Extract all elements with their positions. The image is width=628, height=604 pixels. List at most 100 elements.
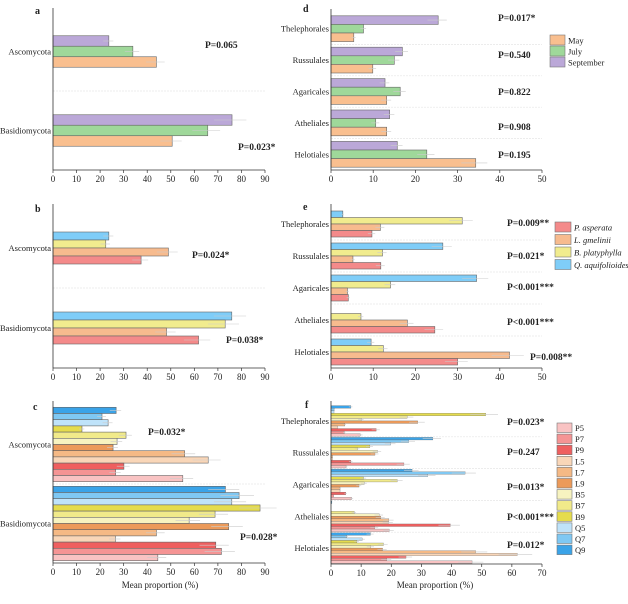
category-label: Thelephorales [281, 219, 329, 229]
p-value-label: P=0.065 [205, 41, 238, 51]
bar-atheliales-july [330, 118, 377, 128]
bar-ascomycota-l9 [52, 444, 114, 451]
category-label: Ascomycota [9, 47, 52, 57]
bar-thelephorales-p5 [330, 433, 361, 437]
x-tick-label: 20 [96, 174, 106, 184]
bar-ascomycota-b5 [52, 437, 118, 445]
category-label: Basidiomycota [0, 126, 51, 136]
legend-swatch [554, 234, 572, 245]
x-tick-label: 50 [166, 372, 176, 382]
bar-russulales-b5 [330, 449, 378, 453]
x-tick-label: 50 [477, 568, 487, 578]
x-tick-label: 10 [72, 372, 82, 382]
bar-atheliales-p5 [330, 528, 390, 532]
bar-helotiales-q-aquifolioides [330, 338, 372, 346]
bar-ascomycota-b7 [52, 431, 127, 439]
x-tick-label: 80 [237, 372, 247, 382]
bar-thelephorales-b7 [330, 415, 408, 419]
bar-ascomycota-b-platyphylla [52, 239, 107, 249]
x-tick-label: 70 [213, 372, 223, 382]
legend-label: Q7 [575, 534, 585, 544]
bar-basidiomycota-q-aquifolioides [52, 311, 233, 321]
x-tick-label: 0 [329, 174, 334, 184]
bar-agaricales-b9 [330, 476, 364, 480]
x-tick-label: 80 [237, 567, 247, 577]
category-label: Thelephorales [281, 416, 329, 426]
bar-basidiomycota-l7 [52, 529, 157, 537]
bar-russulales-q5 [330, 442, 391, 446]
bar-basidiomycota-p9 [52, 541, 217, 549]
legend-label: B9 [575, 512, 585, 522]
x-tick-label: 30 [119, 372, 129, 382]
category-label: Agaricales [293, 480, 329, 490]
bar-atheliales-b-platyphylla [330, 313, 362, 321]
bar-thelephorales-q7 [330, 407, 335, 411]
x-tick-label: 70 [538, 568, 548, 578]
x-tick-label: 60 [190, 174, 200, 184]
p-value-label: P=0.822 [498, 88, 531, 98]
x-tick-label: 0 [51, 567, 56, 577]
panel-letter: f [305, 400, 309, 411]
bar-helotiales-q9 [330, 532, 371, 536]
legend-swatch [549, 45, 566, 57]
bar-agaricales-b-platyphylla [330, 281, 391, 289]
x-axis-label: Mean proportion (%) [397, 580, 473, 590]
panel-c: c Ascomycota P=0.032* Basidiomycota P=0.028*… [0, 401, 278, 590]
bar-ascomycota-september [52, 35, 110, 47]
x-tick-label: 10 [72, 174, 82, 184]
category-label: Russulales [293, 251, 329, 261]
legend-label: July [568, 47, 583, 57]
bar-agaricales-q5 [330, 474, 428, 477]
p-value-label: P=0.023* [238, 143, 276, 153]
x-tick-label: 20 [411, 174, 421, 184]
bar-agaricales-q-aquifolioides [330, 274, 477, 282]
bar-helotiales-b-platyphylla [330, 345, 384, 353]
bar-atheliales-l7 [330, 518, 390, 522]
legend-label: B7 [575, 501, 585, 511]
bar-basidiomycota-q5 [52, 498, 233, 506]
bar-ascomycota-q7 [52, 413, 103, 420]
bar-ascomycota-l5 [52, 456, 209, 464]
bar-agaricales-p7 [330, 494, 334, 498]
bar-basidiomycota-b9 [52, 504, 261, 512]
legend-swatch [556, 533, 573, 544]
x-tick-label: 80 [237, 174, 247, 184]
category-label: Agaricales [293, 283, 329, 293]
category-label: Atheliales [295, 511, 329, 521]
bar-ascomycota-p5 [52, 475, 184, 482]
x-tick-label: 70 [213, 567, 223, 577]
bar-atheliales-may [330, 126, 388, 137]
p-value-label: P=0.023* [507, 418, 545, 428]
legend-label: P7 [575, 434, 584, 444]
legend-swatch [556, 544, 573, 555]
bar-ascomycota-q9 [52, 406, 117, 414]
bar-atheliales-p7 [330, 526, 375, 530]
x-tick-label: 30 [417, 568, 427, 578]
bar-atheliales-p9 [330, 523, 451, 527]
x-tick-label: 50 [538, 372, 548, 382]
bar-basidiomycota-b-platyphylla [52, 319, 226, 329]
bar-atheliales-b7 [330, 511, 355, 514]
bar-helotiales-p-asperata [330, 358, 458, 366]
p-value-label: P=0.247 [507, 448, 540, 458]
bar-thelephorales-q9 [330, 405, 352, 409]
bar-helotiales-september [330, 141, 398, 151]
bar-russulales-b-platyphylla [330, 249, 383, 257]
bar-agaricales-q7 [330, 471, 466, 475]
bar-agaricales-l9 [330, 484, 360, 488]
bar-helotiales-l5 [330, 553, 518, 556]
bar-ascomycota-may [52, 56, 157, 68]
p-value-label: P<0.001*** [507, 513, 554, 523]
x-tick-label: 60 [507, 568, 517, 578]
panel-letter: c [33, 402, 38, 413]
bar-russulales-l-gmelinii [330, 255, 354, 263]
bar-thelephorales-q-aquifolioides [330, 210, 344, 218]
legend-label: Q. aquifolioides [574, 260, 628, 270]
panel-e: e Thelephorales P=0.009** Russulales P=0.021… [281, 202, 628, 382]
p-value-label: P=0.028* [240, 533, 278, 543]
legend-swatch [549, 56, 566, 68]
legend-label: B5 [575, 490, 585, 500]
bar-thelephorales-p7 [330, 430, 345, 434]
